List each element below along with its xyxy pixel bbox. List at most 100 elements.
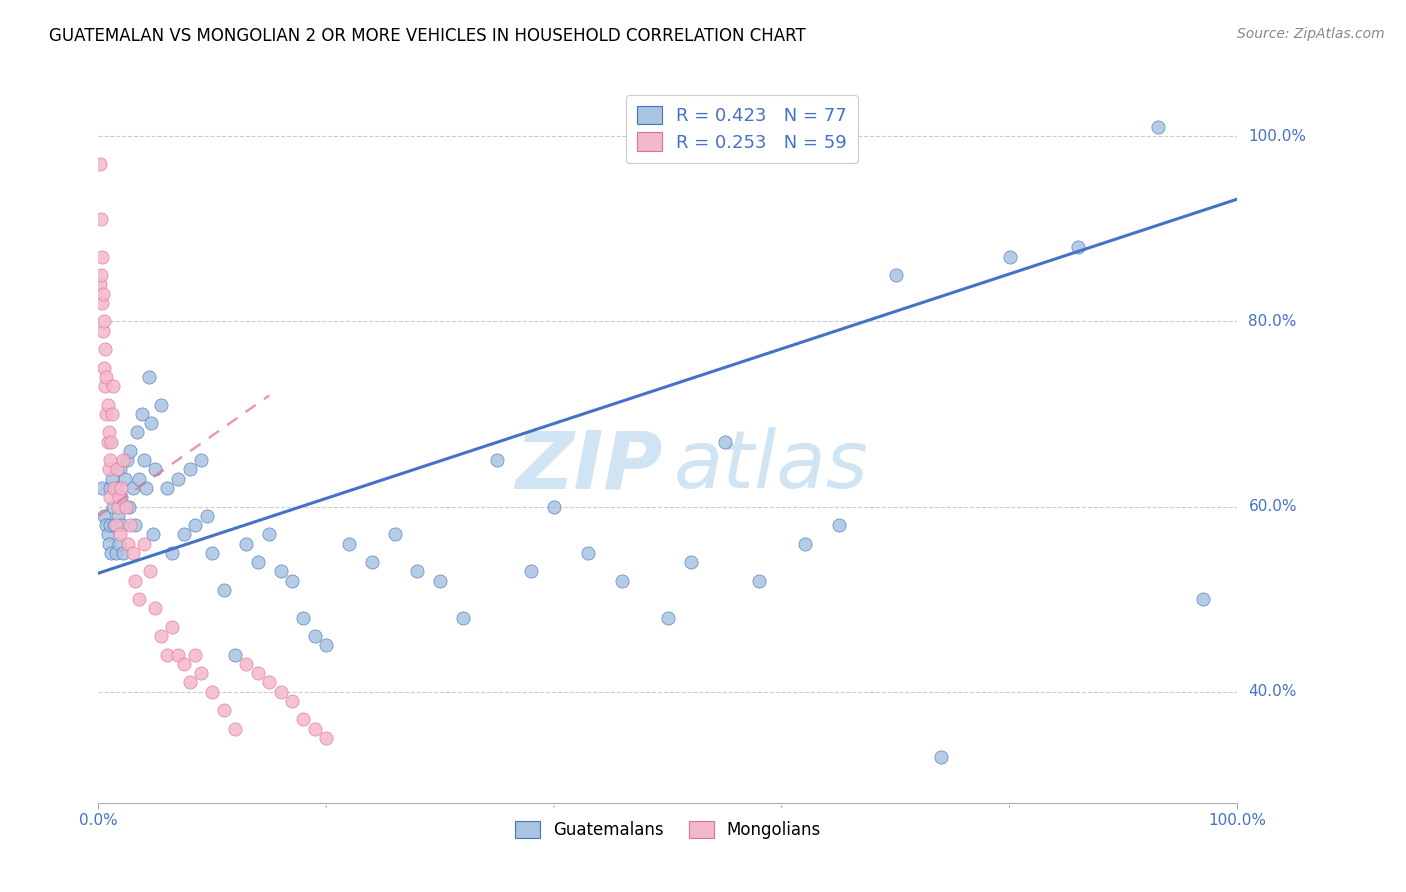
Point	[110, 481, 132, 495]
Point	[97, 425, 120, 440]
Point	[167, 472, 190, 486]
Point	[315, 731, 337, 745]
Point	[190, 453, 212, 467]
Point	[714, 434, 737, 449]
Point	[96, 527, 118, 541]
Point	[127, 425, 149, 440]
Point	[235, 657, 257, 671]
Point	[96, 398, 118, 412]
Point	[138, 565, 160, 579]
Point	[94, 379, 117, 393]
Point	[173, 527, 195, 541]
Point	[201, 546, 224, 560]
Point	[103, 500, 125, 514]
Point	[101, 472, 124, 486]
Point	[270, 684, 292, 698]
Point	[156, 481, 179, 495]
Point	[150, 398, 173, 412]
Point	[90, 481, 112, 495]
Point	[884, 268, 907, 282]
Text: GUATEMALAN VS MONGOLIAN 2 OR MORE VEHICLES IN HOUSEHOLD CORRELATION CHART: GUATEMALAN VS MONGOLIAN 2 OR MORE VEHICL…	[49, 27, 806, 45]
Point	[406, 565, 429, 579]
Point	[121, 481, 143, 495]
Point	[793, 536, 815, 550]
Point	[117, 536, 139, 550]
Point	[93, 314, 115, 328]
Point	[114, 500, 136, 514]
Point	[145, 601, 167, 615]
Point	[212, 703, 235, 717]
Point	[96, 370, 118, 384]
Text: 80.0%: 80.0%	[1249, 314, 1296, 329]
Point	[124, 518, 146, 533]
Point	[96, 434, 118, 449]
Point	[162, 620, 184, 634]
Point	[112, 453, 135, 467]
Point	[104, 546, 127, 560]
Point	[105, 481, 128, 495]
Point	[98, 490, 121, 504]
Point	[184, 648, 207, 662]
Point	[173, 657, 195, 671]
Point	[543, 500, 565, 514]
Point	[657, 610, 679, 624]
Point	[97, 462, 120, 476]
Point	[179, 462, 201, 476]
Point	[90, 268, 112, 282]
Point	[107, 508, 129, 523]
Point	[1067, 240, 1090, 254]
Point	[337, 536, 360, 550]
Point	[190, 666, 212, 681]
Point	[315, 639, 337, 653]
Text: 40.0%: 40.0%	[1249, 684, 1296, 699]
Point	[142, 527, 165, 541]
Point	[224, 648, 246, 662]
Point	[96, 518, 118, 533]
Point	[89, 157, 111, 171]
Point	[115, 453, 138, 467]
Point	[748, 574, 770, 588]
Point	[132, 453, 155, 467]
Point	[97, 536, 120, 550]
Point	[93, 360, 115, 375]
Point	[195, 508, 218, 523]
Point	[91, 286, 114, 301]
Point	[162, 546, 184, 560]
Point	[304, 722, 326, 736]
Point	[429, 574, 451, 588]
Point	[451, 610, 474, 624]
Point	[201, 684, 224, 698]
Point	[179, 675, 201, 690]
Point	[118, 500, 141, 514]
Point	[124, 574, 146, 588]
Point	[929, 749, 952, 764]
Point	[360, 555, 382, 569]
Point	[304, 629, 326, 643]
Point	[103, 481, 125, 495]
Point	[108, 536, 131, 550]
Point	[110, 490, 132, 504]
Point	[98, 453, 121, 467]
Point	[270, 565, 292, 579]
Point	[246, 666, 269, 681]
Point	[486, 453, 509, 467]
Point	[135, 481, 157, 495]
Point	[120, 444, 142, 458]
Point	[91, 324, 114, 338]
Point	[108, 490, 131, 504]
Text: 60.0%: 60.0%	[1249, 499, 1296, 514]
Point	[121, 546, 143, 560]
Point	[90, 212, 112, 227]
Point	[100, 434, 122, 449]
Point	[107, 500, 129, 514]
Point	[384, 527, 406, 541]
Point	[108, 462, 131, 476]
Point	[167, 648, 190, 662]
Point	[111, 518, 134, 533]
Point	[131, 407, 153, 421]
Point	[156, 648, 179, 662]
Point	[292, 713, 315, 727]
Text: Source: ZipAtlas.com: Source: ZipAtlas.com	[1237, 27, 1385, 41]
Point	[1192, 592, 1215, 607]
Point	[612, 574, 634, 588]
